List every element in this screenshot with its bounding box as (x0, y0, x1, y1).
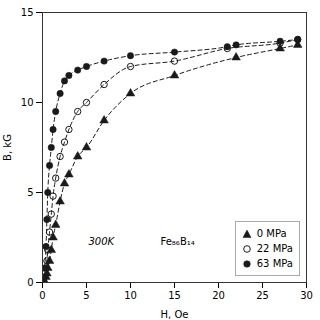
svg-text:25: 25 (256, 290, 269, 301)
svg-text:20: 20 (212, 290, 225, 301)
html-text:22 MPa: 22 MPa (256, 243, 293, 254)
html-text:0 MPa: 0 MPa (256, 228, 287, 239)
svg-text:B, kG: B, kG (2, 134, 13, 161)
svg-text:15: 15 (21, 7, 34, 18)
svg-text:H, Oe: H, Oe (161, 309, 189, 320)
svg-text:300K: 300K (89, 236, 116, 247)
svg-text:Fe₈₆B₁₄: Fe₈₆B₁₄ (161, 236, 195, 247)
svg-text:30: 30 (300, 290, 313, 301)
svg-text:10: 10 (21, 97, 34, 108)
svg-text:5: 5 (83, 290, 89, 301)
svg-text:5: 5 (27, 187, 33, 198)
svg-text:15: 15 (168, 290, 181, 301)
svg-text:0: 0 (27, 277, 33, 288)
html-text:63 MPa: 63 MPa (256, 258, 293, 269)
svg-text:0: 0 (39, 290, 45, 301)
svg-text:10: 10 (124, 290, 137, 301)
